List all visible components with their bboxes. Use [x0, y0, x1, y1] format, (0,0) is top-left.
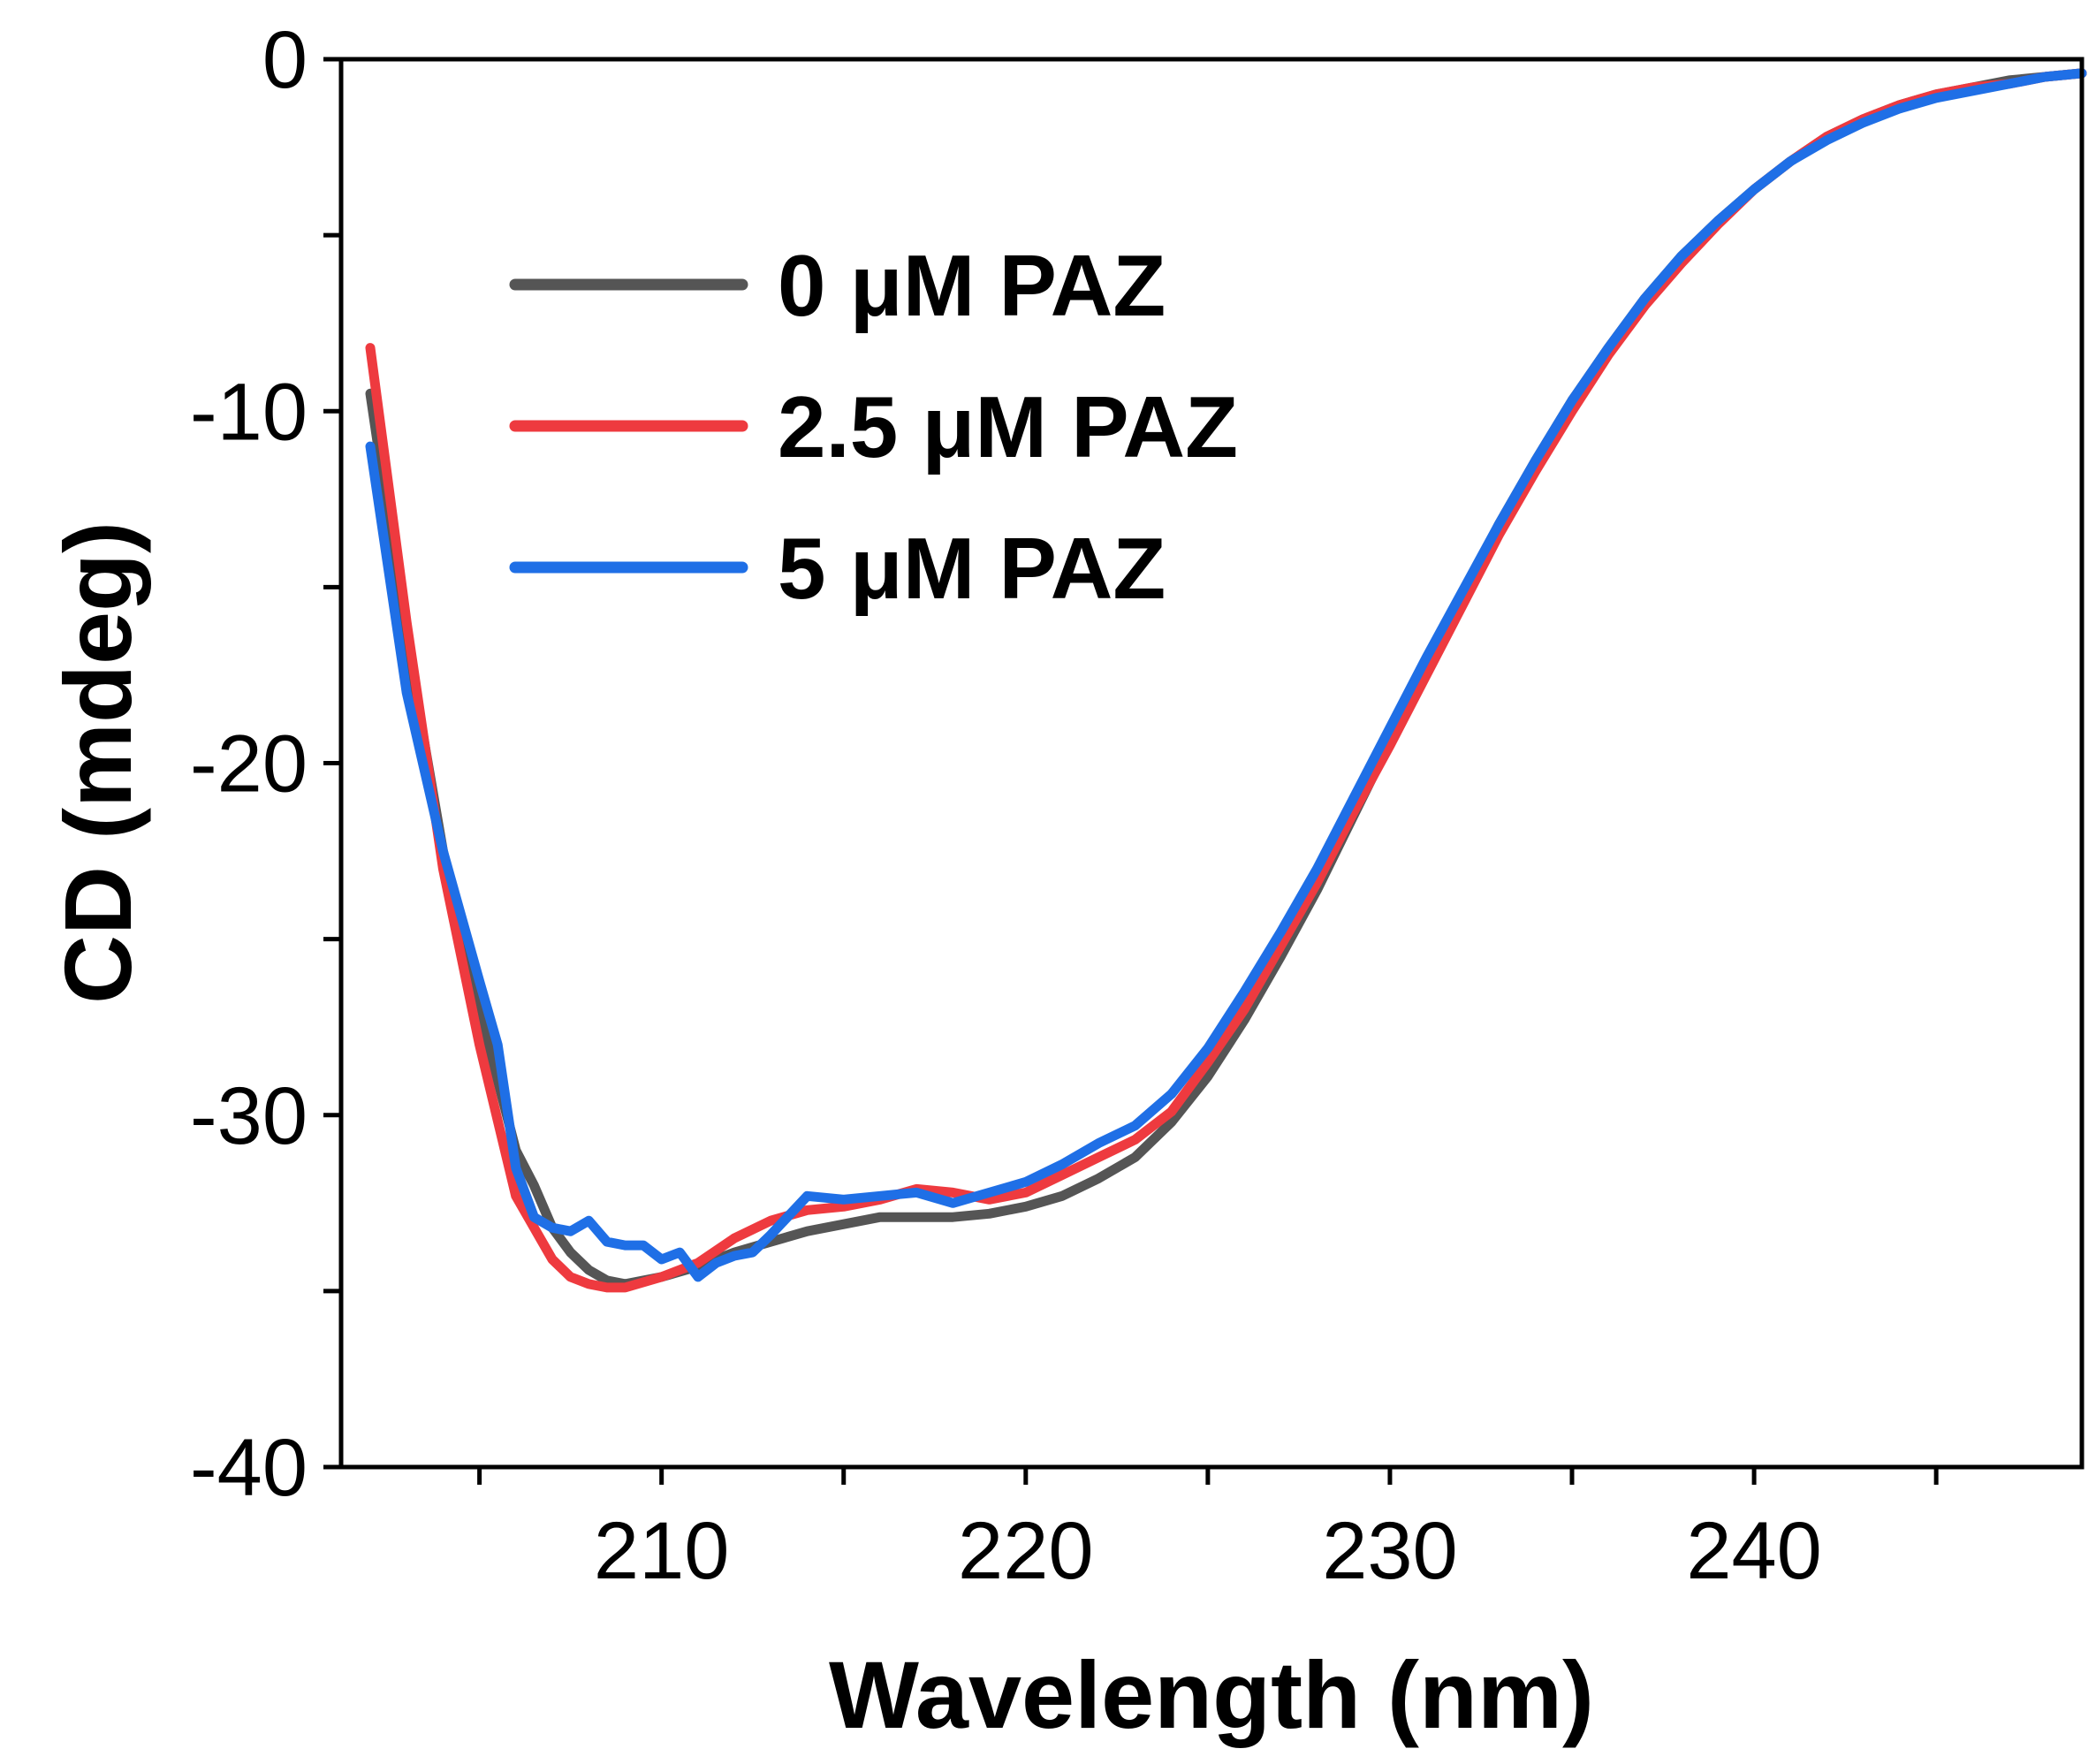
y-tick-label: -20 — [190, 719, 308, 810]
x-tick-label: 210 — [594, 1506, 730, 1596]
x-axis-title: Wavelength (nm) — [829, 1641, 1594, 1748]
y-tick-label: -30 — [190, 1071, 308, 1161]
x-tick-label: 240 — [1686, 1506, 1822, 1596]
series-layer — [365, 68, 2087, 1293]
x-tick-label: 220 — [958, 1506, 1094, 1596]
y-axis-title: CD (mdeg) — [44, 521, 151, 1004]
legend-label-0: 0 μM PAZ — [778, 237, 1166, 334]
legend: 0 μM PAZ 2.5 μM PAZ 5 μM PAZ — [509, 237, 1238, 617]
y-tick-label: -10 — [190, 367, 308, 457]
legend-label-1: 2.5 μM PAZ — [778, 378, 1238, 475]
legend-label-2: 5 μM PAZ — [778, 520, 1166, 617]
series-line-2 — [365, 68, 2087, 1282]
y-tick-label: 0 — [262, 15, 308, 105]
y-tick-label: -40 — [190, 1423, 308, 1513]
ticks-layer: 210 220 230 240 0 -10 -20 -30 -40 — [190, 15, 1939, 1596]
x-tick-label: 230 — [1322, 1506, 1458, 1596]
